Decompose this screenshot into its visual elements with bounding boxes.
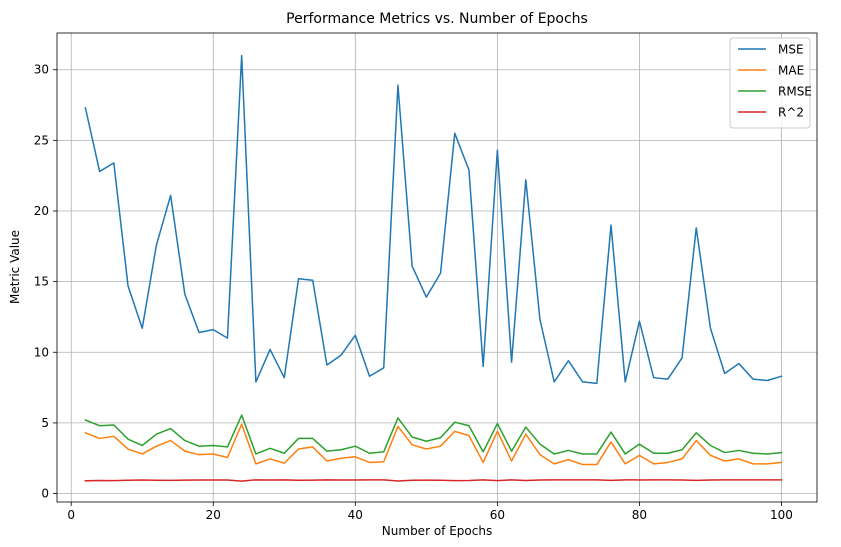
legend-box	[729, 37, 811, 129]
y-tick-label-4: 20	[34, 204, 49, 218]
y-tick-label-6: 30	[34, 63, 49, 77]
plot-frame	[56, 32, 818, 503]
series-line-3	[84, 479, 783, 482]
y-tick-label-1: 5	[41, 416, 49, 430]
x-tick-label-2: 40	[348, 508, 363, 522]
legend-label-0: MSE	[778, 43, 804, 57]
series-line-0	[84, 54, 783, 385]
series-group	[84, 54, 783, 482]
x-tick-label-5: 100	[770, 508, 793, 522]
y-tick-label-2: 10	[34, 345, 49, 359]
x-axis-label: Number of Epochs	[382, 524, 492, 538]
y-tick-label-0: 0	[41, 487, 49, 501]
y-axis-label: Metric Value	[8, 230, 22, 304]
ticks: 0 20 40 60 80 100 0 5 10 15 20 25 30	[34, 63, 793, 522]
y-tick-label-3: 15	[34, 275, 49, 289]
legend: MSE MAE RMSE R^2	[729, 37, 812, 129]
series-line-1	[84, 423, 783, 466]
series-line-2	[84, 414, 783, 455]
legend-label-3: R^2	[778, 106, 804, 120]
y-tick-label-5: 25	[34, 133, 49, 147]
x-tick-label-3: 60	[490, 508, 505, 522]
x-tick-label-1: 20	[206, 508, 221, 522]
legend-label-1: MAE	[778, 64, 804, 78]
x-tick-label-4: 80	[632, 508, 647, 522]
legend-label-2: RMSE	[778, 85, 812, 99]
x-tick-label-0: 0	[67, 508, 75, 522]
chart-title: Performance Metrics vs. Number of Epochs	[286, 11, 588, 27]
